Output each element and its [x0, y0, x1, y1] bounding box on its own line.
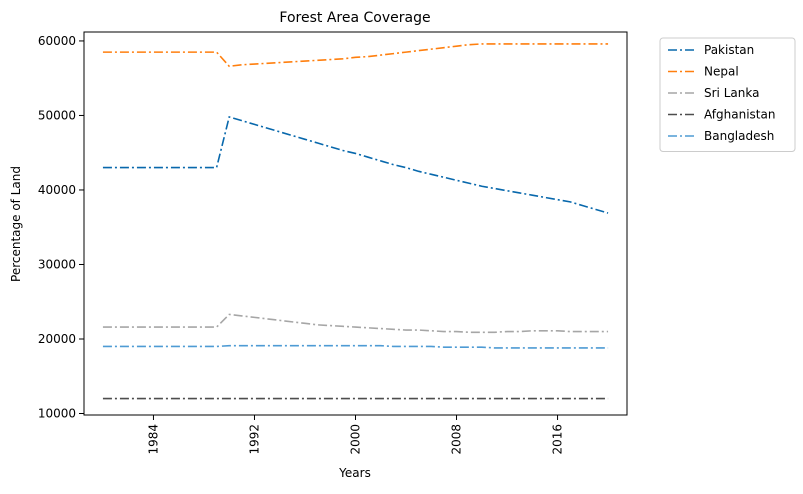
series-line-2	[102, 313, 609, 334]
x-tick-label-4: 2016	[551, 424, 565, 455]
legend-label-3: Afghanistan	[704, 108, 775, 122]
axes: 10000 20000 30000 40000 50000 60000 1984 1992 20…	[38, 31, 628, 455]
x-axis-label: Years	[338, 466, 371, 480]
x-tick-label-2: 2000	[349, 424, 363, 455]
y-tick-label-3: 40000	[38, 183, 76, 197]
series-line-4	[102, 344, 609, 349]
x-tick-label-0: 1984	[146, 424, 160, 455]
legend-label-0: Pakistan	[704, 43, 754, 57]
y-tick-label-2: 30000	[38, 257, 76, 271]
legend-label-2: Sri Lanka	[704, 86, 759, 100]
x-tick-label-1: 1992	[247, 424, 261, 455]
y-tick-label-0: 10000	[38, 407, 76, 421]
legend-label-4: Bangladesh	[704, 129, 774, 143]
plot-frame	[83, 31, 628, 416]
x-tick-label-3: 2008	[450, 424, 464, 455]
series-line-0	[102, 115, 609, 214]
y-axis-label: Percentage of Land	[9, 166, 23, 282]
y-tick-label-1: 20000	[38, 332, 76, 346]
legend-label-1: Nepal	[704, 65, 739, 79]
chart-title: Forest Area Coverage	[279, 10, 430, 26]
series-line-1	[102, 43, 609, 68]
legend: Pakistan Nepal Sri Lanka Afghanistan Banglad…	[659, 37, 796, 152]
y-tick-label-5: 60000	[38, 34, 76, 48]
y-tick-label-4: 50000	[38, 108, 76, 122]
plot-area	[102, 43, 609, 400]
legend-box	[659, 37, 796, 152]
